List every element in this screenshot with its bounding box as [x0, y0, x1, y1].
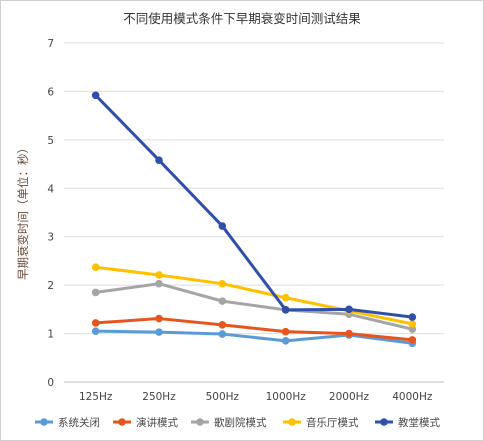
chart-title: 不同使用模式条件下早期衰变时间测试结果 — [123, 11, 361, 26]
y-tick-labels: 0 1 2 3 4 5 6 7 — [47, 38, 54, 389]
data-point — [345, 305, 353, 314]
data-point — [155, 156, 163, 164]
series-4 — [91, 91, 417, 321]
series-1 — [91, 314, 417, 344]
data-point — [281, 306, 290, 314]
x-tick-label: 2000Hz — [329, 391, 370, 403]
y-tick-label: 1 — [47, 329, 54, 341]
data-point — [281, 337, 290, 345]
legend-swatch-marker — [380, 418, 388, 426]
data-point — [155, 279, 163, 288]
legend-item: 演讲模式 — [113, 416, 178, 429]
legend-label: 歌剧院模式 — [214, 416, 267, 429]
legend-item: 教堂模式 — [375, 416, 440, 429]
x-tick-labels: 125Hz 250Hz 500Hz 1000Hz 2000Hz 4000Hz — [79, 391, 433, 403]
legend-label: 音乐厅模式 — [306, 416, 359, 429]
data-point — [218, 279, 227, 288]
data-point — [408, 313, 417, 321]
y-tick-label: 0 — [47, 377, 54, 389]
series-2 — [91, 279, 417, 334]
x-tick-label: 250Hz — [142, 391, 176, 403]
series-line — [95, 265, 413, 326]
series-line — [94, 94, 413, 319]
legend-label: 系统关闭 — [58, 416, 100, 429]
legend: 系统关闭 演讲模式 歌剧院模式 音乐厅模式 教堂模式 — [35, 416, 440, 429]
y-tick-label: 6 — [47, 86, 54, 98]
data-point — [91, 263, 100, 272]
y-tick-label: 2 — [47, 280, 54, 292]
series-line — [95, 282, 413, 331]
data-point — [155, 328, 163, 336]
legend-swatch-marker — [40, 418, 48, 426]
data-point — [218, 321, 227, 329]
y-tick-label: 5 — [47, 135, 54, 147]
legend-item: 音乐厅模式 — [283, 416, 359, 429]
data-point — [218, 330, 227, 338]
y-tick-label: 4 — [47, 183, 54, 195]
x-tick-label: 500Hz — [206, 391, 240, 403]
series-3 — [91, 263, 417, 328]
y-tick-label: 3 — [47, 232, 54, 244]
data-point — [281, 327, 290, 336]
data-point — [91, 327, 100, 335]
legend-swatch-marker — [196, 418, 204, 426]
legend-swatch-marker — [288, 418, 296, 426]
data-point — [281, 293, 290, 302]
series-line — [95, 329, 413, 345]
y-tick-label: 7 — [47, 38, 54, 50]
data-point — [218, 297, 227, 305]
data-point — [155, 271, 163, 279]
x-tick-label: 4000Hz — [392, 391, 433, 403]
legend-swatch-marker — [118, 418, 126, 426]
legend-label: 教堂模式 — [398, 416, 440, 429]
data-point — [155, 314, 163, 323]
x-tick-label: 1000Hz — [266, 391, 307, 403]
data-point — [91, 319, 100, 327]
data-point — [218, 222, 227, 230]
data-point — [408, 320, 417, 328]
data-point — [408, 336, 417, 344]
series-line — [95, 317, 413, 342]
x-tick-label: 125Hz — [79, 391, 113, 403]
y-axis-label: 早期衰变时间（单位：秒） — [16, 142, 30, 280]
data-point — [91, 288, 100, 297]
legend-label: 演讲模式 — [136, 416, 178, 429]
data-point — [408, 325, 417, 334]
data-point — [91, 91, 100, 100]
legend-item: 歌剧院模式 — [191, 416, 267, 429]
series-group — [91, 91, 417, 348]
gridlines — [64, 42, 444, 383]
legend-item: 系统关闭 — [35, 416, 100, 429]
data-point — [345, 329, 353, 338]
series-0 — [91, 327, 417, 348]
